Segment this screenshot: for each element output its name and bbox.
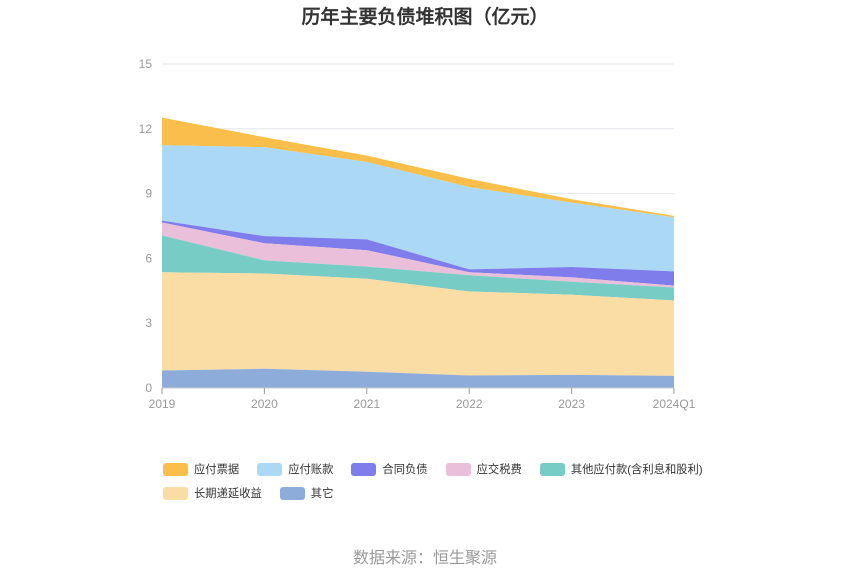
svg-text:2024Q1: 2024Q1 (653, 397, 696, 411)
svg-text:15: 15 (139, 57, 153, 71)
svg-text:2022: 2022 (456, 397, 483, 411)
svg-text:2023: 2023 (558, 397, 585, 411)
svg-text:12: 12 (139, 122, 153, 136)
svg-text:6: 6 (145, 251, 152, 265)
svg-text:2019: 2019 (149, 397, 176, 411)
svg-text:2021: 2021 (353, 397, 380, 411)
svg-text:9: 9 (145, 187, 152, 201)
svg-text:0: 0 (145, 381, 152, 395)
svg-text:3: 3 (145, 316, 152, 330)
svg-text:2020: 2020 (251, 397, 278, 411)
